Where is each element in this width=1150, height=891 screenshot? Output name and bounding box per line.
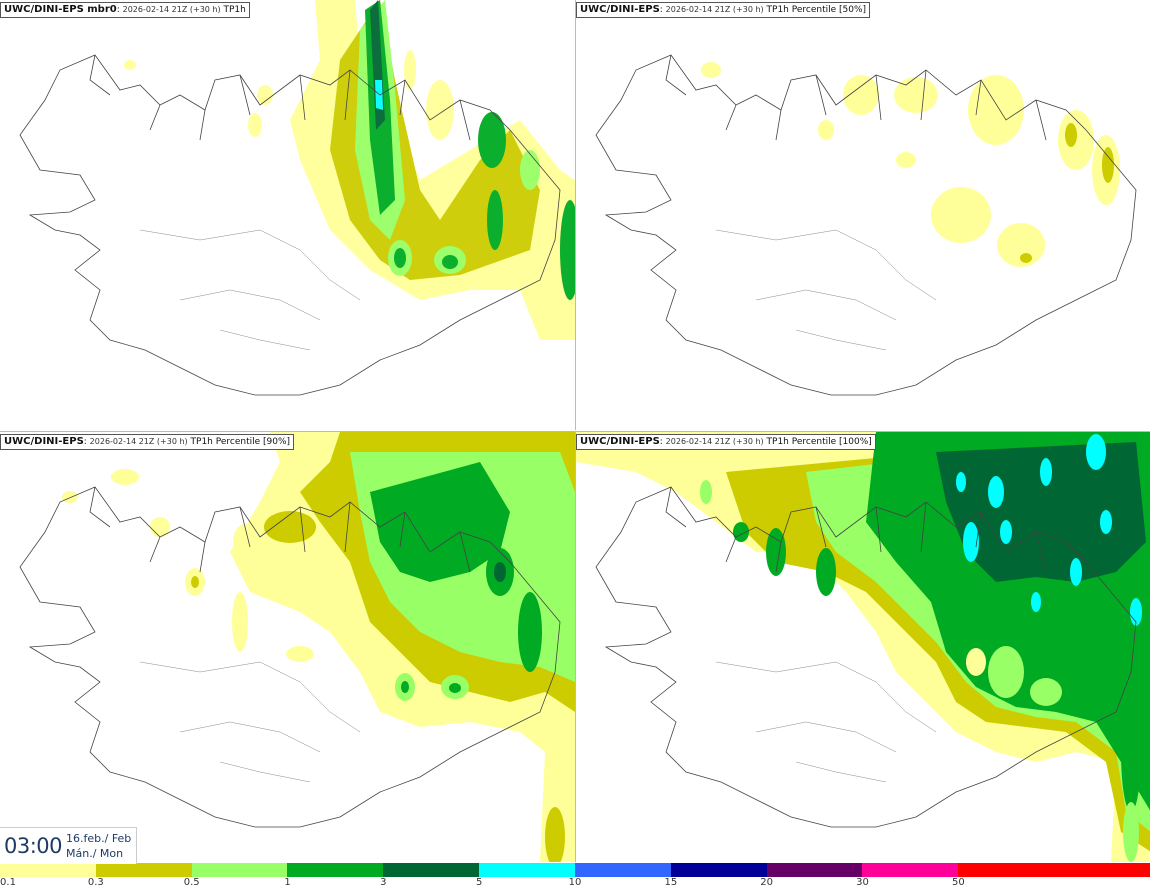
- colorbar-tick-label: 3: [380, 877, 387, 888]
- precip-map: [595, 54, 1137, 396]
- coastline: [19, 486, 561, 828]
- panel-title: UWC/DINI-EPS: 2026-02-14 21Z (+30 h) TP1…: [0, 434, 295, 450]
- valid-date: 16.feb./ Feb: [66, 832, 132, 845]
- colorbar-segment: [95, 863, 192, 877]
- colorbar-tick-label: 0.5: [183, 877, 200, 888]
- valid-weekday: Mán./ Mon: [66, 847, 124, 860]
- coastline: [595, 486, 1137, 828]
- valid-time-box: 03:00 16.feb./ Feb Mán./ Mon: [0, 827, 137, 864]
- precip-field: [576, 432, 1150, 862]
- colorbar-segment: [862, 863, 959, 877]
- valid-time: 03:00: [4, 834, 63, 858]
- colorbar-tick-label: 20: [760, 877, 774, 888]
- precip-field: [701, 62, 1120, 267]
- colorbar-ticks: 0.1 0.3 0.5 1 3 5 10 15 20 30 50: [0, 877, 1150, 891]
- precip-map: [19, 0, 575, 396]
- colorbar-segment: [479, 863, 575, 877]
- map-panel-member0: UWC/DINI-EPS mbr0: 2026-02-14 21Z (+30 h…: [0, 0, 575, 430]
- map-panel-p100: UWC/DINI-EPS: 2026-02-14 21Z (+30 h) TP1…: [575, 431, 1150, 862]
- colorbar-segment: [1054, 863, 1150, 877]
- colorbar-tick-label: 30: [856, 877, 869, 888]
- colorbar-segment: [766, 863, 863, 877]
- colorbar-segment: [574, 863, 671, 877]
- precip-map: [19, 432, 575, 862]
- colorbar-segment: [670, 863, 767, 877]
- precip-field: [124, 0, 575, 340]
- panel-title: UWC/DINI-EPS: 2026-02-14 21Z (+30 h) TP1…: [576, 2, 871, 18]
- precip-map: [576, 432, 1150, 862]
- colorbar-tick-label: 50: [951, 877, 965, 888]
- colorbar-tick-label: 15: [664, 877, 678, 888]
- colorbar-segment: [0, 863, 96, 877]
- colorbar-tick-label: 0.1: [0, 877, 16, 888]
- coastline: [595, 54, 1137, 396]
- colorbar-segment: [383, 863, 480, 877]
- colorbar-tick-label: 5: [475, 877, 483, 888]
- colorbar-tick-label: 1: [284, 877, 291, 888]
- map-panel-p90: UWC/DINI-EPS: 2026-02-14 21Z (+30 h) TP1…: [0, 431, 575, 862]
- colorbar-segment: [191, 863, 288, 877]
- panel-title: UWC/DINI-EPS mbr0: 2026-02-14 21Z (+30 h…: [0, 2, 250, 18]
- panel-title: UWC/DINI-EPS: 2026-02-14 21Z (+30 h) TP1…: [576, 434, 876, 450]
- colorbar-segment: [287, 863, 384, 877]
- colorbar-tick-label: 10: [568, 877, 582, 888]
- precip-colorbar: [0, 863, 1150, 877]
- colorbar-segment: [958, 863, 1055, 877]
- colorbar-tick-label: 0.3: [87, 877, 104, 888]
- precip-field: [62, 432, 575, 862]
- map-panel-p50: UWC/DINI-EPS: 2026-02-14 21Z (+30 h) TP1…: [575, 0, 1150, 430]
- coastline: [19, 54, 561, 396]
